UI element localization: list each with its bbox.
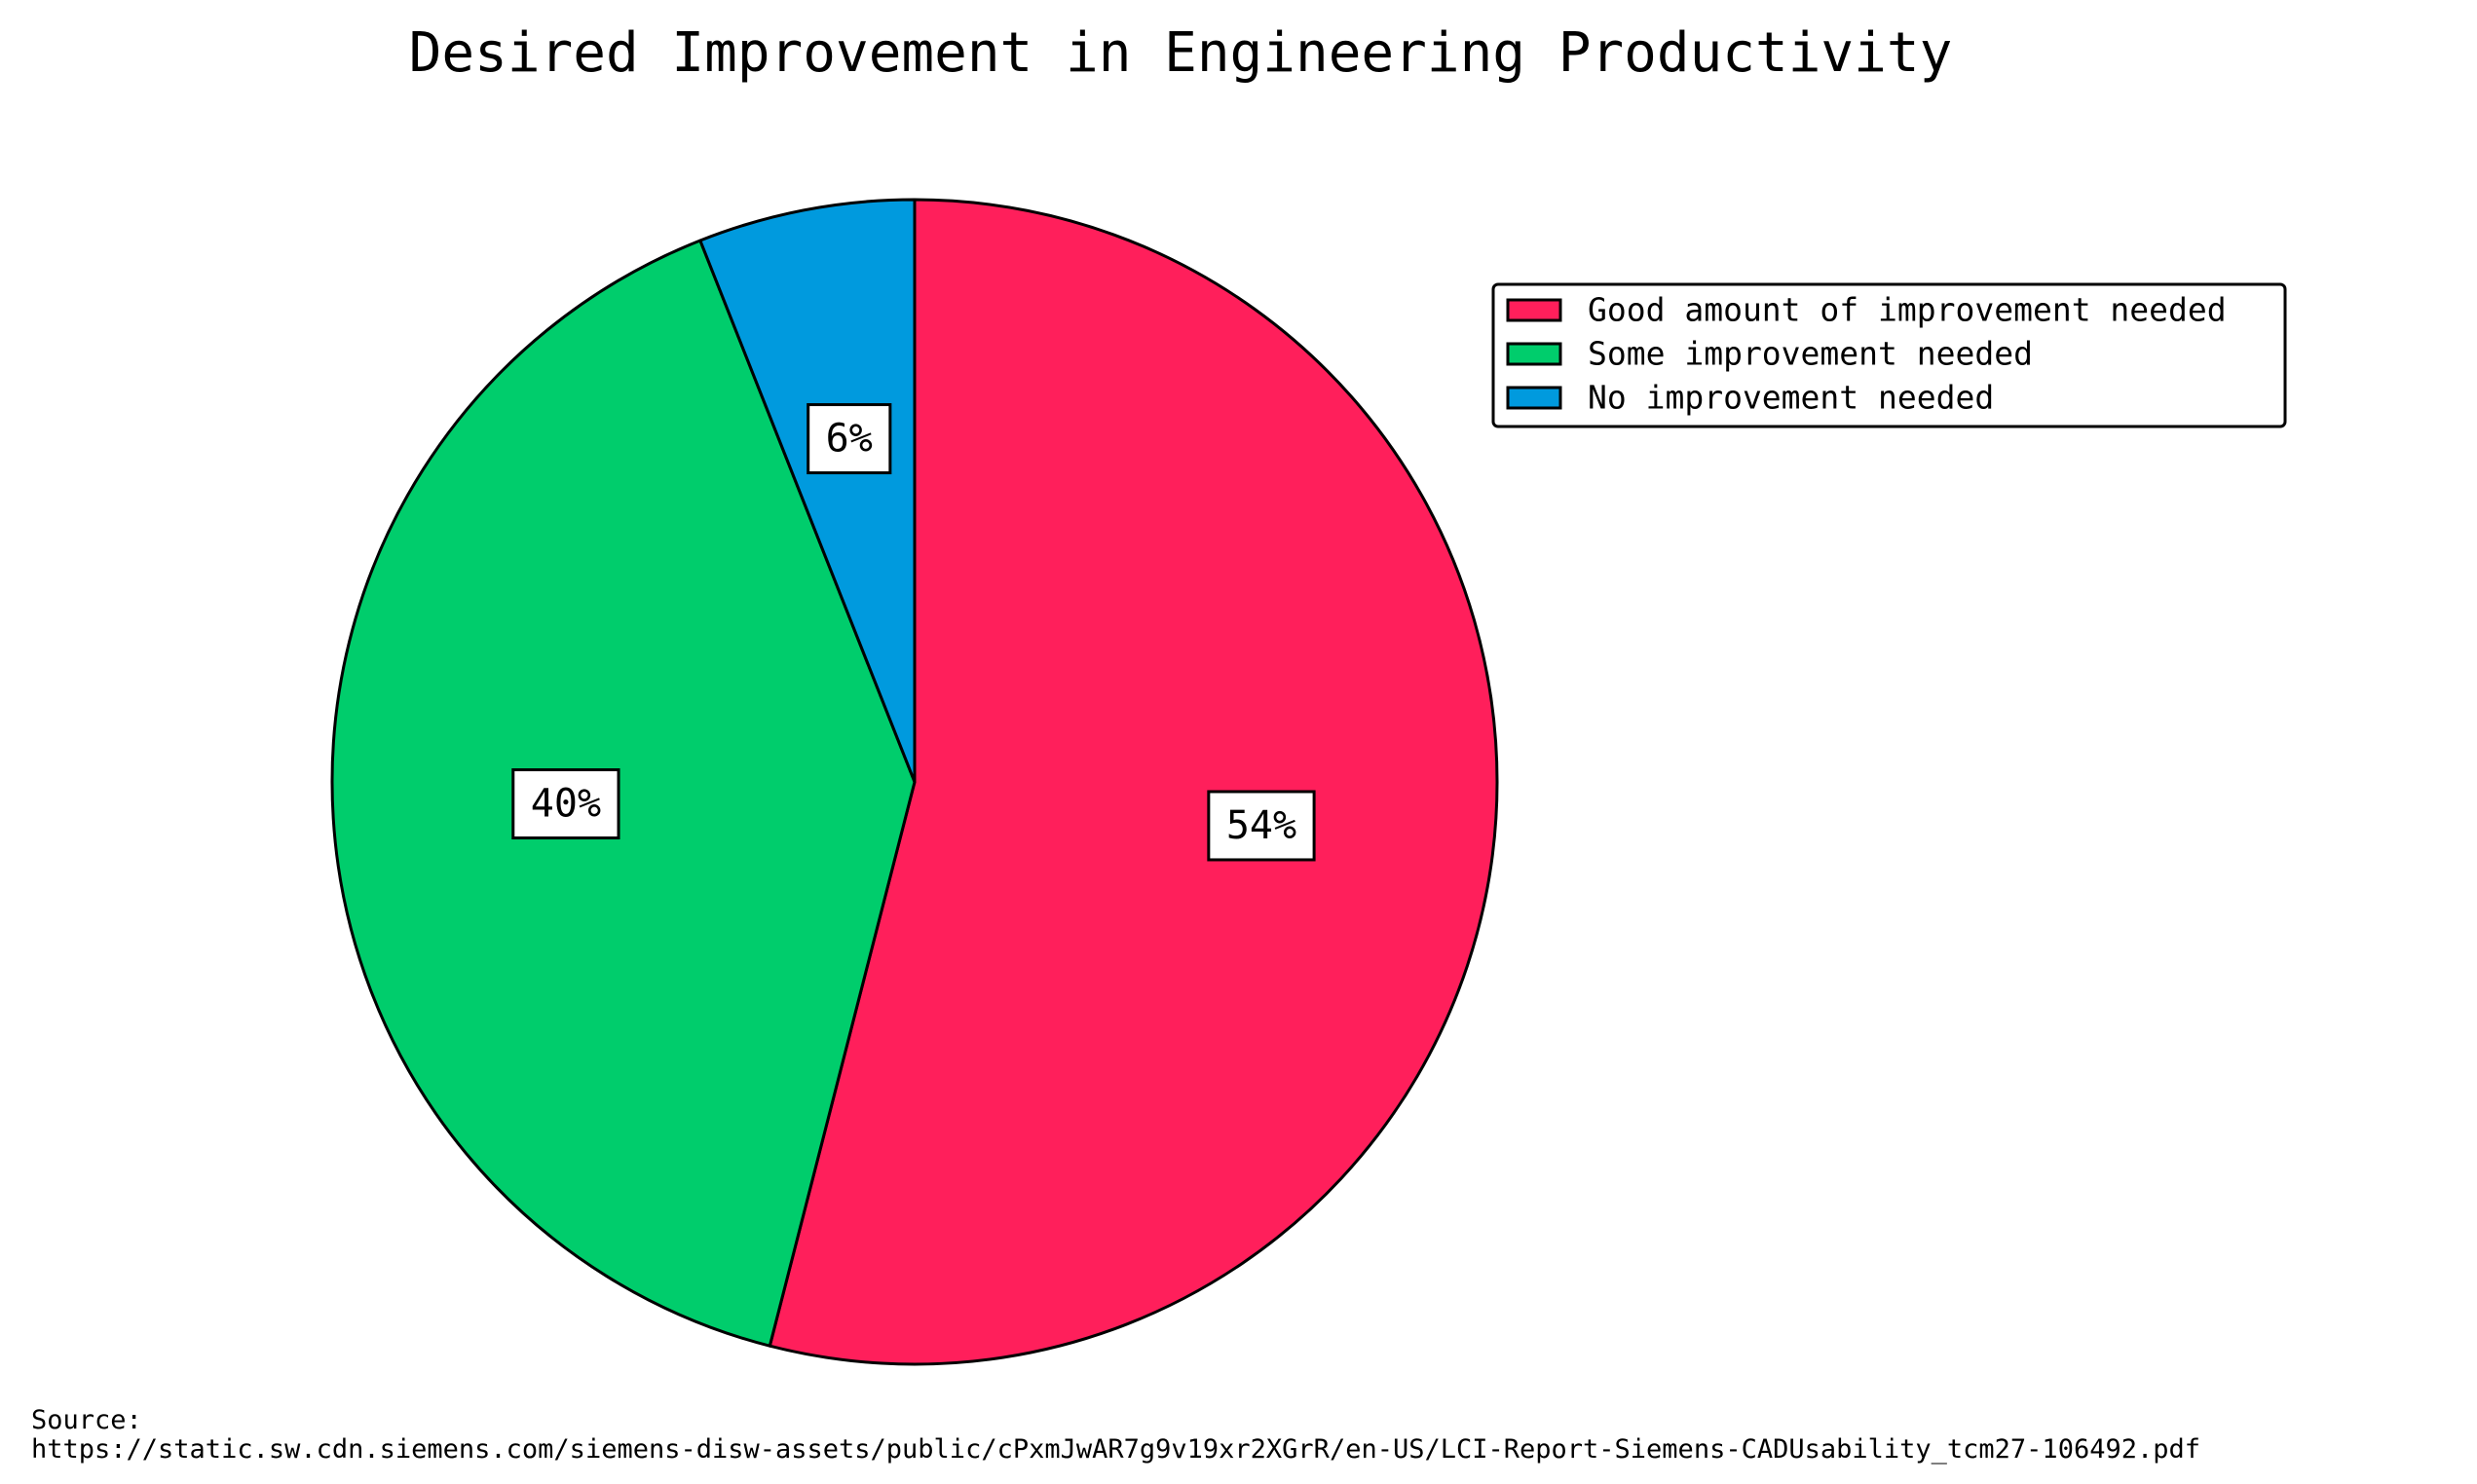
legend-swatch-good-amount-of-improvement-needed bbox=[1506, 298, 1562, 322]
slice-label-box-no-improvement-needed bbox=[807, 403, 892, 475]
legend-label-some-improvement-needed: Some improvement needed bbox=[1588, 335, 2033, 373]
chart-title: Desired Improvement in Engineering Produ… bbox=[409, 21, 1953, 85]
legend-items: Good amount of improvement needed Some im… bbox=[1506, 291, 2227, 417]
pie-slices bbox=[330, 198, 1499, 1366]
slice-label-no-improvement-needed: 6% bbox=[826, 417, 873, 462]
legend-swatch-some-improvement-needed bbox=[1506, 342, 1562, 366]
pie-slice-no-improvement-needed bbox=[698, 198, 917, 784]
legend-label-no-improvement-needed: No improvement needed bbox=[1588, 379, 1994, 417]
slice-label-good-amount-of-improvement-needed: 54% bbox=[1226, 803, 1296, 848]
slice-label-box-some-improvement-needed bbox=[511, 768, 620, 840]
source-url: https://static.sw.cdn.siemens.com/siemen… bbox=[31, 1434, 2200, 1465]
source-label: Source: bbox=[31, 1405, 142, 1435]
legend-label-good-amount-of-improvement-needed: Good amount of improvement needed bbox=[1588, 291, 2227, 329]
pie-slice-good-amount-of-improvement-needed bbox=[768, 198, 1499, 1366]
legend-swatch-no-improvement-needed bbox=[1506, 386, 1562, 410]
pie-slice-some-improvement-needed bbox=[330, 239, 917, 1348]
legend-frame bbox=[1491, 282, 2287, 428]
legend: Good amount of improvement needed Some im… bbox=[1491, 282, 2287, 428]
pie-slice-labels: 54% 40% 6% bbox=[511, 403, 1316, 862]
slice-label-some-improvement-needed: 40% bbox=[531, 782, 601, 827]
slice-label-box-good-amount-of-improvement-needed bbox=[1207, 790, 1316, 862]
